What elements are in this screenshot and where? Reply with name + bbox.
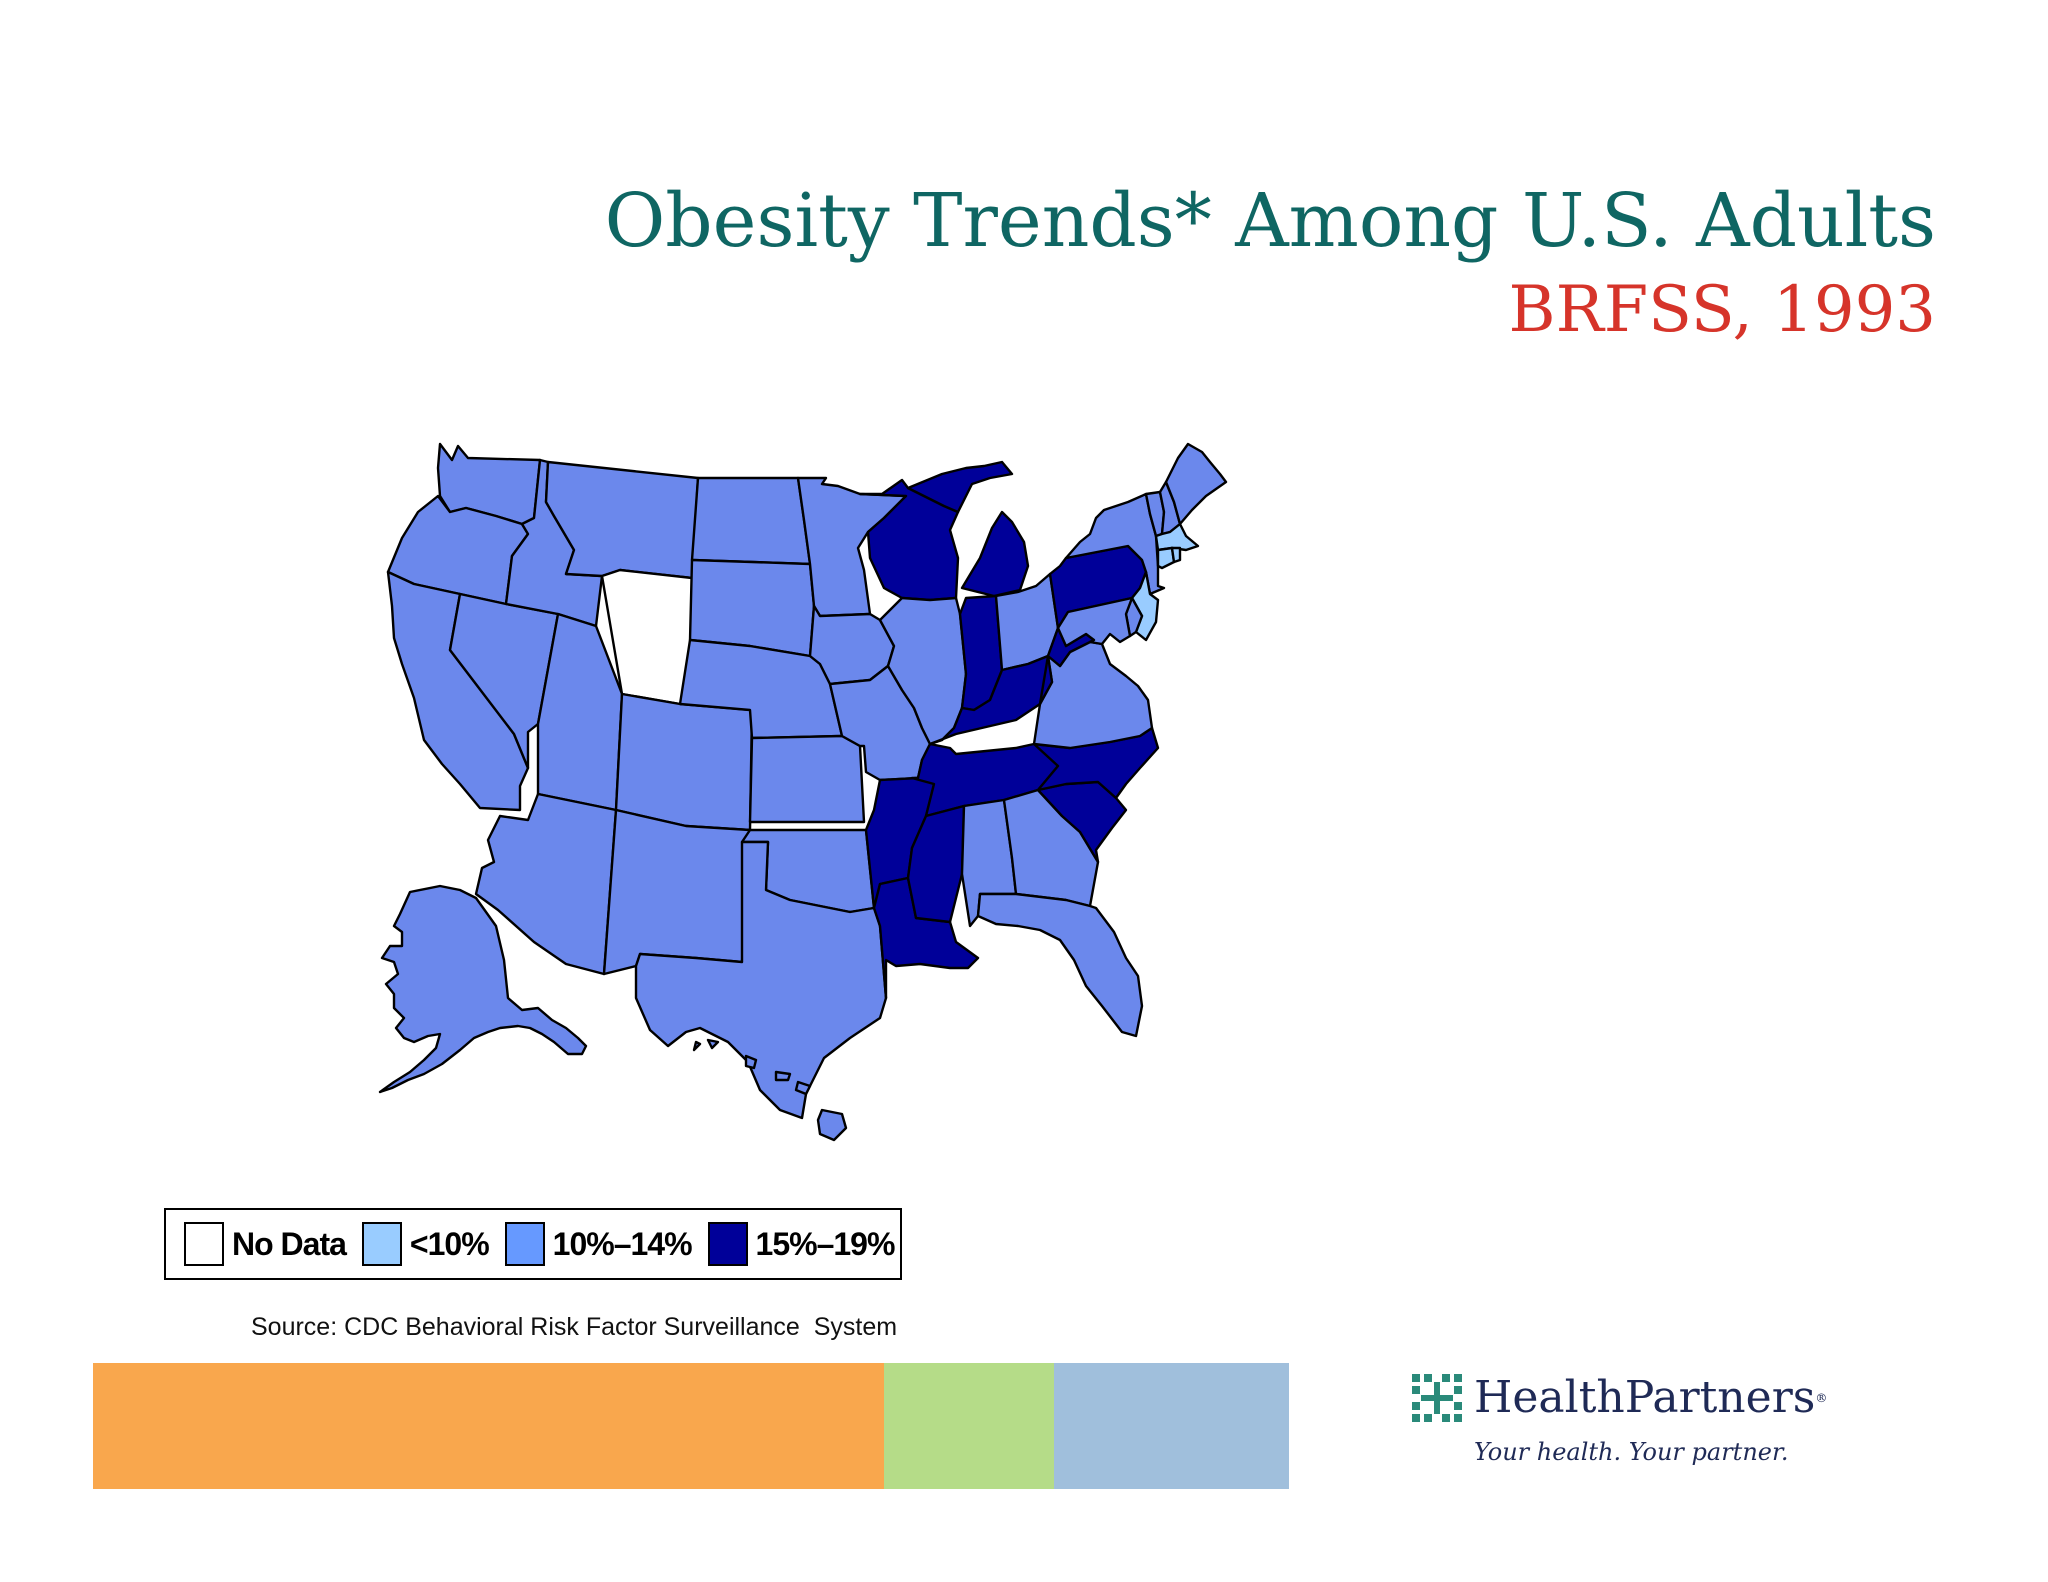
- state-hi: [692, 1038, 848, 1142]
- state-nj: [1130, 570, 1160, 642]
- legend-label: No Data: [232, 1225, 347, 1262]
- legend-label: 15%–19%: [755, 1225, 896, 1262]
- legend-item-under-10: <10%: [361, 1222, 490, 1266]
- footer-band-blue: [1054, 1363, 1289, 1489]
- legend-item-no-data: No Data: [184, 1222, 347, 1266]
- legend-swatch-under-10: [361, 1222, 402, 1266]
- footer-band-orange: [93, 1363, 884, 1489]
- legend-swatch-15-19: [707, 1222, 748, 1266]
- logo-wordmark: HealthPartners®: [1474, 1372, 1828, 1423]
- state-ak: [378, 884, 588, 1094]
- healthpartners-mark-icon: [1412, 1374, 1462, 1422]
- legend-item-15-19: 15%–19%: [707, 1222, 896, 1266]
- legend-item-10-14: 10%–14%: [504, 1222, 693, 1266]
- legend-label: 10%–14%: [552, 1225, 693, 1262]
- us-obesity-map: [378, 442, 1228, 1142]
- state-ri: [1170, 546, 1182, 564]
- state-fl: [976, 892, 1144, 1038]
- state-tx: [634, 840, 888, 1120]
- state-ct: [1156, 546, 1176, 570]
- map-legend: No Data <10% 10%–14% 15%–19%: [164, 1208, 902, 1280]
- slide-title: Obesity Trends* Among U.S. Adults: [604, 178, 1936, 264]
- legend-label: <10%: [409, 1225, 490, 1262]
- state-ms: [906, 804, 966, 924]
- state-md: [1056, 596, 1134, 648]
- state-me: [1164, 442, 1228, 526]
- state-nd: [690, 476, 812, 566]
- state-nm: [602, 808, 752, 976]
- state-co: [614, 692, 754, 832]
- state-ks: [748, 734, 866, 824]
- legend-swatch-10-14: [504, 1222, 545, 1266]
- legend-swatch-no-data: [184, 1222, 224, 1266]
- source-note: Source: CDC Behavioral Risk Factor Surve…: [251, 1313, 898, 1341]
- healthpartners-logo: HealthPartners® Your health. Your partne…: [1410, 1372, 1827, 1482]
- slide-subtitle: BRFSS, 1993: [1508, 273, 1936, 347]
- state-mn: [796, 476, 908, 618]
- logo-tagline: Your health. Your partner.: [1474, 1438, 1789, 1466]
- footer-band-green: [884, 1363, 1054, 1489]
- state-ky: [928, 654, 1054, 746]
